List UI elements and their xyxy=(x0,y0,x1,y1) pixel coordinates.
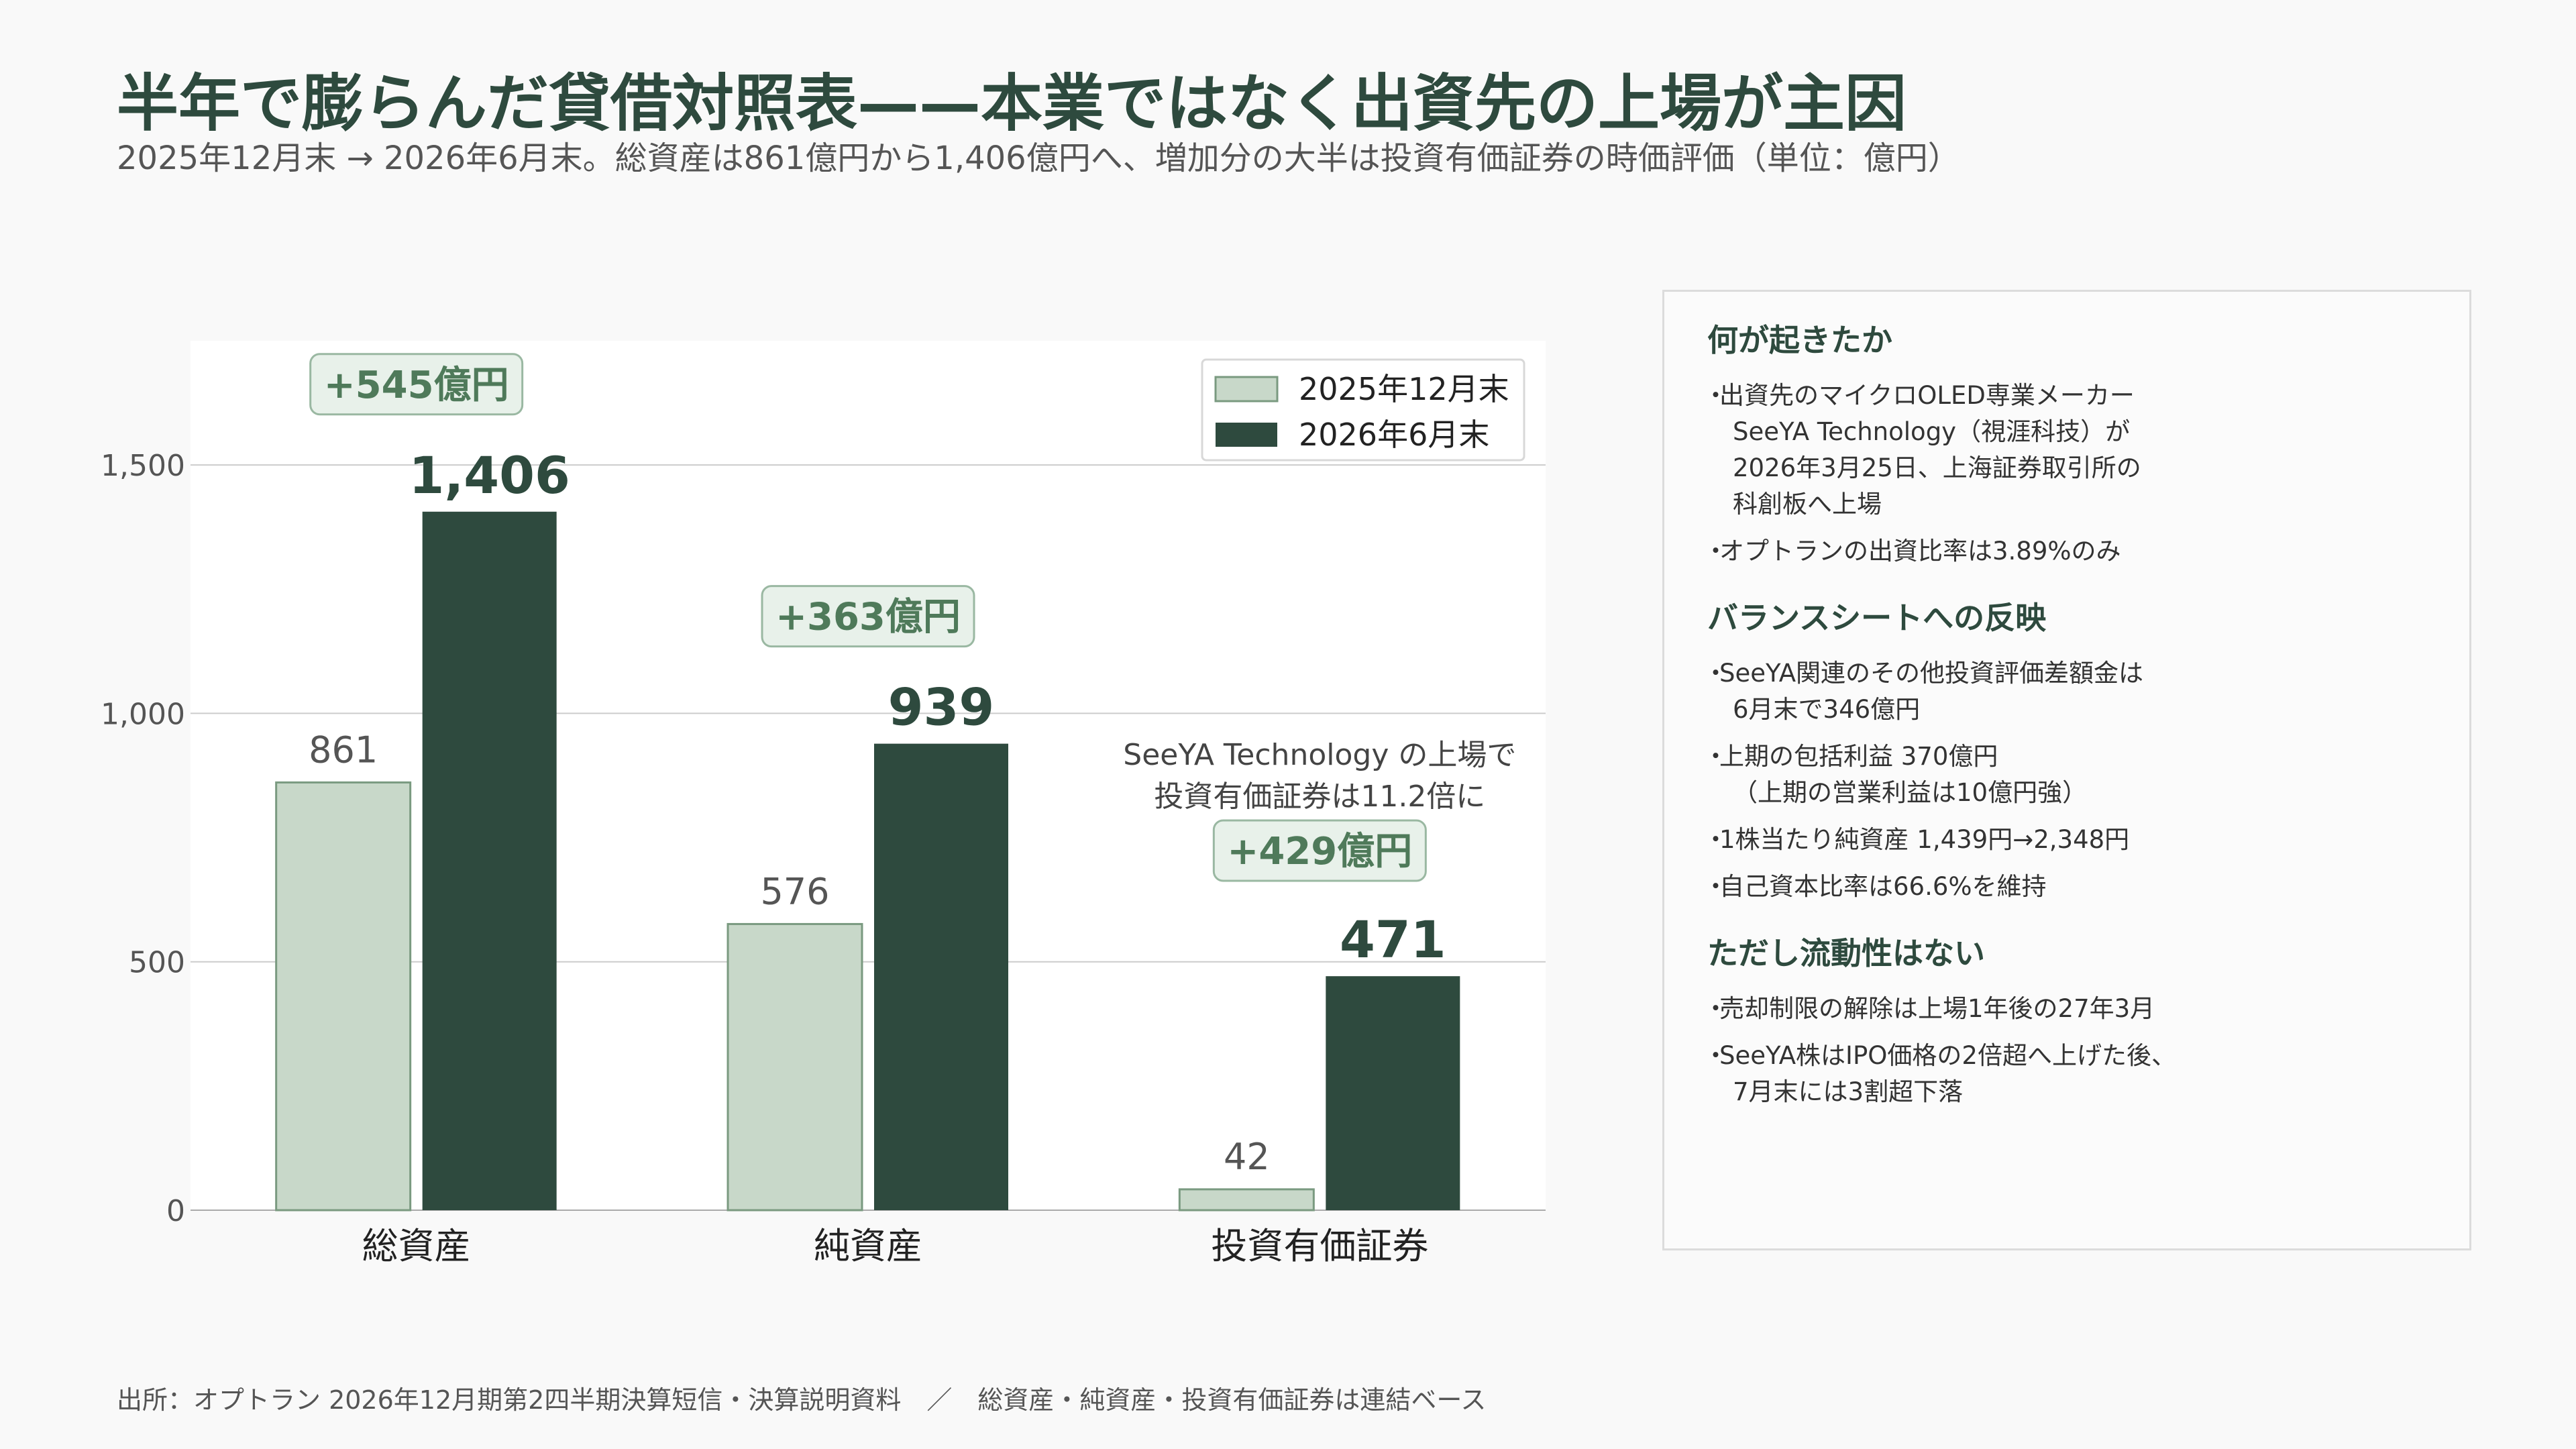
delta-badge: +363億円 xyxy=(761,585,975,648)
panel-bullet: 1株当たり純資産 1,439円→2,348円 xyxy=(1703,822,2426,858)
y-tick-label: 500 xyxy=(129,946,185,980)
summary-panel: 何が起きたか出資先のマイクロOLED専業メーカー SeeYA Technolog… xyxy=(1662,290,2471,1250)
value-label-2026-jun: 939 xyxy=(888,678,995,737)
panel-bullet: 上期の包括利益 370億円 （上期の営業利益は10億円強） xyxy=(1703,739,2426,811)
panel-section-heading: ただし流動性はない xyxy=(1707,935,1985,971)
legend-box xyxy=(1201,358,1525,462)
bar-2026-jun xyxy=(874,743,1008,1210)
legend-label-2026-jun: 2026年6月末 xyxy=(1299,417,1489,453)
delta-badge: +545億円 xyxy=(309,353,524,416)
panel-bullet: オプトランの出資比率は3.89%のみ xyxy=(1703,533,2426,570)
labels: 0 500 1,000 1,500 861 1,406 総資産 +545億円 576 939 純資産… xyxy=(101,353,1516,1267)
bar-2025-dec xyxy=(275,781,412,1212)
x-category-label: 純資産 xyxy=(814,1225,922,1267)
page-subtitle: 2025年12月末 → 2026年6月末。総資産は861億円から1,406億円へ… xyxy=(117,140,1960,177)
delta-badge-box xyxy=(761,585,975,648)
delta-label: +363億円 xyxy=(775,596,961,639)
x-category-label: 投資有価証券 xyxy=(1211,1225,1428,1267)
delta-label: +429億円 xyxy=(1227,830,1412,873)
value-label-2025-dec: 42 xyxy=(1224,1136,1270,1178)
panel-bullet: SeeYA株はIPO価格の2倍超へ上げた後、 7月末には3割超下落 xyxy=(1703,1038,2426,1110)
x-category-label: 総資産 xyxy=(362,1225,471,1267)
source-footnote: 出所：オプトラン 2026年12月期第2四半期決算短信・決算説明資料 ／ 総資産… xyxy=(117,1385,1487,1415)
value-label-2025-dec: 861 xyxy=(309,729,378,771)
panel-bullet: 出資先のマイクロOLED専業メーカー SeeYA Technology（視涯科技… xyxy=(1703,378,2426,523)
delta-badge: +429億円 xyxy=(1212,819,1427,882)
panel-section-heading: バランスシートへの反映 xyxy=(1707,600,2047,636)
plot-area xyxy=(191,341,1546,1210)
y-tick-label: 1,000 xyxy=(101,697,185,731)
bar-2026-jun xyxy=(1326,976,1460,1210)
delta-label: +545億円 xyxy=(324,364,509,407)
y-tick-label: 1,500 xyxy=(101,449,185,483)
value-label-2026-jun: 471 xyxy=(1340,910,1446,969)
legend-swatch-2025-dec xyxy=(1214,376,1279,402)
panel-bullet: SeeYA関連のその他投資評価差額金は 6月末で346億円 xyxy=(1703,655,2426,728)
bar-chart: 0 500 1,000 1,500 861 1,406 総資産 +545億円 576 939 純資産… xyxy=(101,341,1546,1267)
legend: 2025年12月末 2026年6月末 xyxy=(1201,358,1525,462)
bar-2025-dec xyxy=(727,922,863,1212)
grid-lines xyxy=(191,464,1546,1211)
chart-annotation: 投資有価証券は11.2倍に xyxy=(1154,780,1485,814)
panel-section-heading: 何が起きたか xyxy=(1707,322,1892,358)
value-label-2025-dec: 576 xyxy=(760,870,829,912)
value-label-2026-jun: 1,406 xyxy=(409,445,570,505)
delta-badge-box xyxy=(309,353,524,416)
bars xyxy=(275,511,1460,1212)
delta-badge-box xyxy=(1212,819,1427,882)
bar-2026-jun xyxy=(422,511,557,1210)
panel-bullet: 売却制限の解除は上場1年後の27年3月 xyxy=(1703,991,2426,1027)
panel-bullet: 自己資本比率は66.6%を維持 xyxy=(1703,869,2426,905)
bar-2025-dec xyxy=(1178,1188,1315,1212)
legend-swatch-2026-jun xyxy=(1216,423,1277,447)
chart-annotation: SeeYA Technology の上場で xyxy=(1123,738,1516,772)
page-title: 半年で膨らんだ貸借対照表——本業ではなく出資先の上場が主因 xyxy=(117,68,1907,140)
legend-label-2025-dec: 2025年12月末 xyxy=(1299,371,1509,407)
y-tick-label: 0 xyxy=(166,1194,185,1228)
